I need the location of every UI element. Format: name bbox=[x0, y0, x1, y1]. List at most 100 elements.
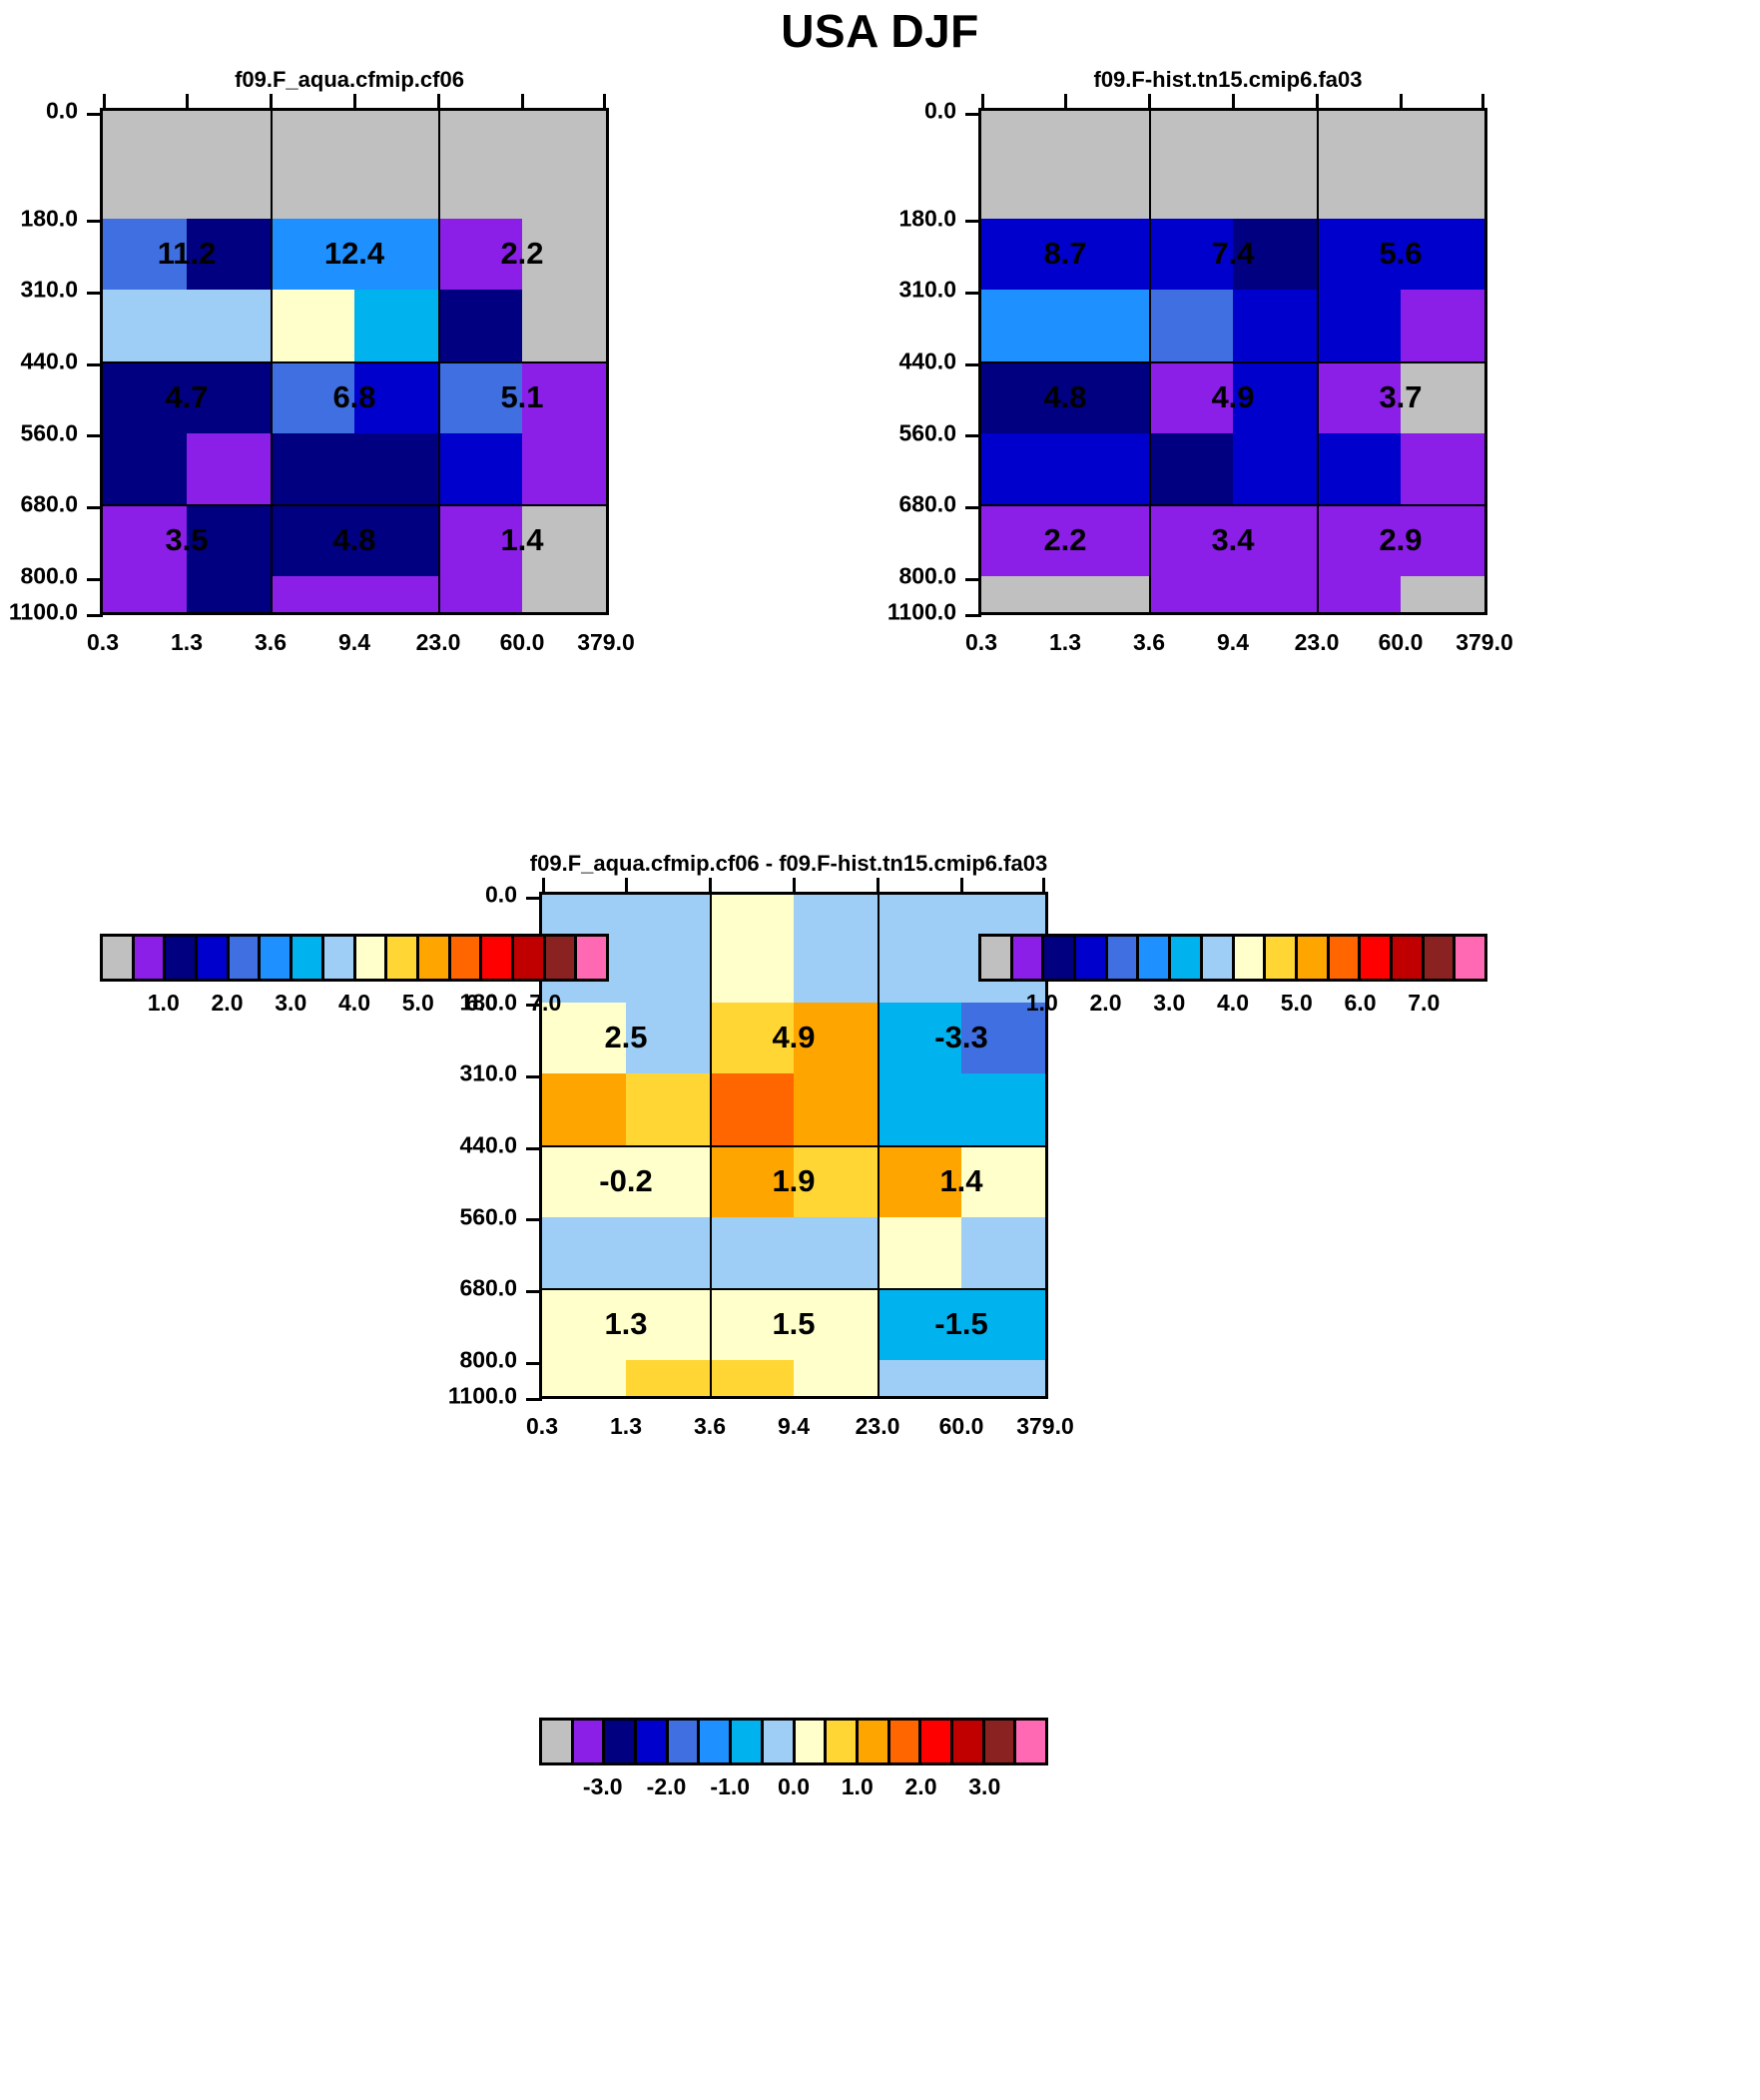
colorbar-segment bbox=[1329, 937, 1362, 979]
heatmap-cell bbox=[1401, 326, 1443, 361]
y-axis-tick bbox=[965, 505, 981, 509]
heatmap-cell bbox=[1003, 1180, 1045, 1217]
heatmap-cell bbox=[1443, 182, 1484, 219]
heatmap-cell bbox=[480, 540, 522, 577]
colorbar-segment bbox=[637, 1721, 669, 1762]
heatmap-cell bbox=[1149, 432, 1191, 469]
heatmap-cell bbox=[1233, 468, 1275, 505]
heatmap-cell bbox=[794, 966, 836, 1003]
heatmap-cell bbox=[710, 895, 752, 931]
heatmap-cell bbox=[354, 468, 396, 505]
heatmap-cell bbox=[710, 1216, 752, 1253]
colorbar-tick-label: 1.0 bbox=[147, 990, 180, 1016]
heatmap-cell bbox=[1149, 111, 1191, 147]
y-axis-tick bbox=[87, 505, 103, 509]
heatmap-cell bbox=[542, 1288, 584, 1325]
heatmap-cell bbox=[878, 1252, 919, 1289]
heatmap-cell bbox=[354, 326, 396, 361]
heatmap-cell bbox=[564, 218, 606, 255]
heatmap-cell bbox=[542, 1324, 584, 1361]
heatmap-cell bbox=[626, 1038, 668, 1074]
heatmap-cell bbox=[1317, 396, 1359, 433]
heatmap-cell bbox=[1233, 432, 1275, 469]
colorbar-segment bbox=[1424, 937, 1457, 979]
y-axis-label: 1100.0 bbox=[8, 598, 78, 625]
heatmap-cell bbox=[878, 1288, 919, 1325]
heatmap-cell bbox=[794, 1216, 836, 1253]
colorbar-segment bbox=[1076, 937, 1108, 979]
heatmap-cell bbox=[103, 111, 145, 147]
y-axis-label: 440.0 bbox=[459, 1131, 517, 1158]
heatmap-cell bbox=[564, 540, 606, 577]
heatmap-cell bbox=[1443, 396, 1484, 433]
colorbar-tick-label: 2.0 bbox=[1089, 990, 1122, 1016]
heatmap-cell bbox=[438, 111, 480, 147]
heatmap-cell bbox=[480, 146, 522, 183]
cell-value-label: 1.3 bbox=[604, 1306, 648, 1342]
x-axis-label: 0.3 bbox=[87, 629, 119, 655]
heatmap-cell bbox=[836, 966, 878, 1003]
heatmap-cell bbox=[1317, 182, 1359, 219]
heatmap-cell bbox=[668, 1324, 710, 1361]
heatmap-cell bbox=[229, 361, 271, 397]
heatmap-cell bbox=[981, 290, 1023, 327]
heatmap-cell bbox=[1107, 111, 1149, 147]
colorbar-tick-label: -1.0 bbox=[710, 1773, 751, 1799]
x-axis-tick bbox=[876, 878, 880, 895]
colorbar-segment bbox=[1266, 937, 1298, 979]
heatmap-cell bbox=[229, 290, 271, 327]
heatmap-cell bbox=[229, 182, 271, 219]
heatmap-cell bbox=[103, 218, 145, 255]
heatmap-cell bbox=[668, 1252, 710, 1289]
heatmap-cell bbox=[1317, 540, 1359, 577]
heatmap-cell bbox=[961, 1180, 1003, 1217]
heatmap-cell bbox=[1233, 361, 1275, 397]
heatmap-cell bbox=[145, 254, 187, 291]
heatmap-cell bbox=[564, 111, 606, 147]
heatmap-cell bbox=[1443, 146, 1484, 183]
heatmap-cell bbox=[584, 895, 626, 931]
heatmap-cell bbox=[312, 218, 354, 255]
heatmap-cell bbox=[438, 361, 480, 397]
heatmap-cell bbox=[1275, 218, 1317, 255]
heatmap-cell bbox=[1275, 290, 1317, 327]
heatmap-cell bbox=[1359, 361, 1401, 397]
colorbar-tick-label: 6.0 bbox=[1344, 990, 1377, 1016]
heatmap-cell bbox=[1003, 895, 1045, 931]
x-axis-label: 9.4 bbox=[1217, 629, 1249, 655]
heatmap-cell bbox=[187, 396, 229, 433]
heatmap-cell bbox=[981, 218, 1023, 255]
heatmap-cell bbox=[794, 930, 836, 967]
heatmap-cell bbox=[312, 146, 354, 183]
y-axis-label: 0.0 bbox=[924, 97, 956, 124]
x-axis-tick bbox=[352, 94, 356, 111]
heatmap-cell bbox=[919, 1252, 961, 1289]
heatmap-cell bbox=[229, 540, 271, 577]
x-axis-label: 9.4 bbox=[778, 1413, 810, 1439]
heatmap-cell bbox=[312, 504, 354, 541]
heatmap-cell bbox=[919, 1073, 961, 1110]
x-axis-tick bbox=[1315, 94, 1319, 111]
heatmap-cell bbox=[626, 1002, 668, 1039]
heatmap-cell bbox=[794, 1038, 836, 1074]
heatmap-cell bbox=[1233, 504, 1275, 541]
heatmap-cell bbox=[1191, 290, 1233, 327]
heatmap-cell bbox=[396, 326, 438, 361]
heatmap-cell bbox=[1023, 504, 1065, 541]
y-axis-tick bbox=[87, 112, 103, 116]
heatmap-cell bbox=[1359, 396, 1401, 433]
heatmap-cell bbox=[480, 576, 522, 612]
colorbar-segment bbox=[763, 1721, 796, 1762]
heatmap-cell bbox=[103, 254, 145, 291]
heatmap-cell bbox=[1065, 146, 1107, 183]
heatmap-cell bbox=[1065, 576, 1107, 612]
heatmap-cell bbox=[981, 576, 1023, 612]
heatmap-cell bbox=[312, 396, 354, 433]
heatmap-cell bbox=[1401, 146, 1443, 183]
heatmap-cell bbox=[794, 1002, 836, 1039]
x-axis-tick bbox=[1063, 94, 1067, 111]
y-axis-tick bbox=[965, 291, 981, 295]
heatmap-cell bbox=[1065, 432, 1107, 469]
heatmap-cell bbox=[187, 218, 229, 255]
heatmap-cell bbox=[522, 361, 564, 397]
